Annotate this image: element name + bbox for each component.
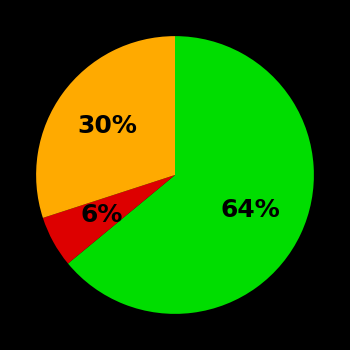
Wedge shape	[43, 175, 175, 264]
Wedge shape	[36, 36, 175, 218]
Text: 30%: 30%	[78, 114, 138, 138]
Text: 6%: 6%	[81, 203, 123, 227]
Text: 64%: 64%	[220, 198, 280, 223]
Wedge shape	[68, 36, 314, 314]
